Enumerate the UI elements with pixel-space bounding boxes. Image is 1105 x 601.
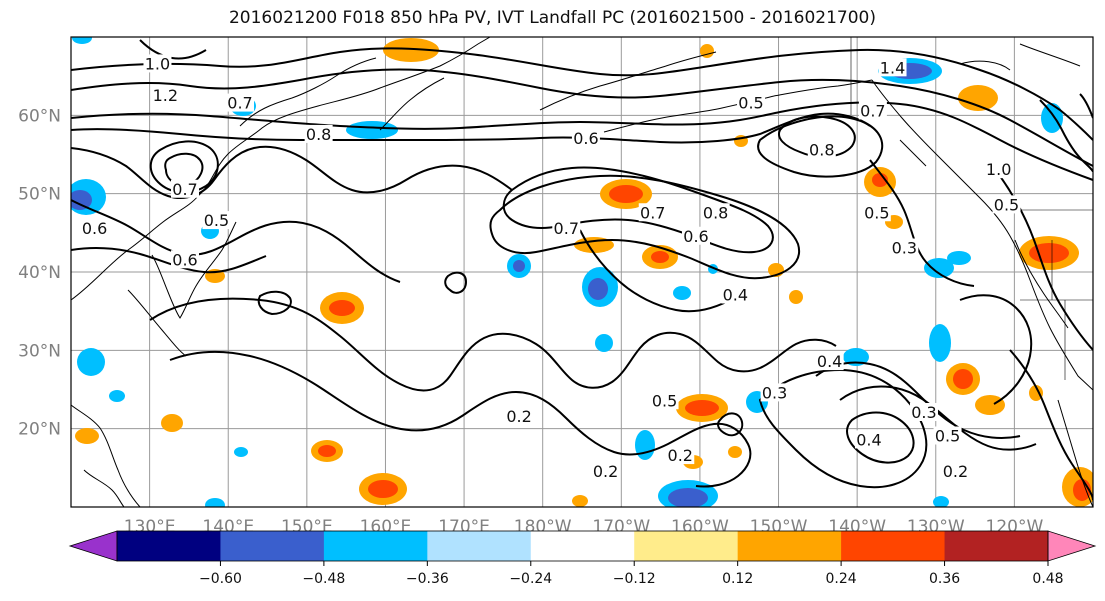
contour-label: 0.7 — [640, 203, 665, 222]
contour-label-backdrop — [858, 101, 887, 120]
contour-label-backdrop — [650, 391, 679, 410]
contour-label: 0.6 — [82, 219, 107, 238]
contour-label: 0.5 — [652, 391, 677, 410]
latitude-label: 40°N — [18, 263, 61, 283]
contour-label-backdrop — [909, 403, 938, 421]
contour-label-backdrop — [807, 140, 836, 159]
colorbar-segment — [634, 531, 739, 561]
contour-label: 0.2 — [593, 462, 618, 481]
colorbar-frame — [116, 530, 1049, 562]
contour-label-backdrop — [226, 93, 255, 112]
latitude-label: 20°N — [18, 420, 61, 440]
contour-label-backdrop — [760, 383, 789, 402]
colorbar-tick-label: −0.12 — [613, 571, 656, 587]
coastlines — [71, 37, 1093, 507]
contour-label: 1.0 — [986, 160, 1011, 179]
colorbar-segment — [220, 531, 325, 561]
contour-labels: 1.0 1.2 0.7 0.8 0.7 0.6 0.5 0.6 0.6 0.7 0.7 0.8 0.6 0… — [80, 54, 1021, 481]
contour-label: 0.2 — [506, 407, 531, 426]
contour-label-backdrop — [151, 85, 180, 104]
contour-label-backdrop — [591, 461, 620, 480]
contour-label: 0.5 — [935, 427, 960, 446]
colorbar-segment — [323, 531, 428, 561]
contour-label-backdrop — [571, 128, 600, 147]
contour-label-backdrop — [701, 203, 730, 222]
colorbar: −0.60 −0.48 −0.36 −0.24 −0.12 0.12 0.24 0.36 0.4… — [68, 530, 1097, 587]
contour-label-backdrop — [933, 426, 962, 445]
colorbar-tick-label: −0.24 — [509, 571, 552, 587]
contour-label: 0.7 — [554, 219, 579, 238]
contour-label-backdrop — [862, 203, 891, 222]
colorbar-extend-max — [1047, 530, 1097, 562]
contour-label: 0.7 — [172, 180, 197, 199]
contour-label: 0.8 — [703, 203, 728, 222]
contour-label-backdrop — [984, 160, 1013, 179]
contour-label-backdrop — [890, 238, 919, 257]
pv-anomaly-shading — [71, 37, 1093, 507]
colorbar-tick-label: 0.36 — [929, 571, 960, 587]
contour-label-backdrop — [505, 406, 534, 425]
map-frame — [70, 36, 1094, 508]
colorbar-tick-label: 0.12 — [722, 571, 753, 587]
contour-label: 0.5 — [204, 211, 229, 230]
contour-label: 0.6 — [573, 129, 598, 148]
contour-label-backdrop — [721, 285, 750, 304]
contour-label-backdrop — [666, 446, 695, 465]
colorbar-segment — [841, 531, 946, 561]
contour-label-backdrop — [552, 218, 581, 237]
colorbar-extend-min — [68, 530, 118, 562]
contour-label: 0.6 — [683, 227, 708, 246]
contour-label-backdrop — [170, 179, 199, 198]
colorbar-tick-label: 0.48 — [1032, 571, 1063, 587]
colorbar-segment — [944, 531, 1049, 561]
contour-label: 0.3 — [911, 403, 936, 422]
contour-label: 0.3 — [892, 239, 917, 258]
contour-label: 0.3 — [762, 383, 787, 402]
contour-label: 0.5 — [864, 203, 889, 222]
map-title: 2016021200 F018 850 hPa PV, IVT Landfall… — [228, 8, 876, 28]
contour-label: 1.4 — [880, 58, 905, 77]
contour-label-backdrop — [815, 352, 844, 371]
contour-label: 0.2 — [943, 462, 968, 481]
contour-label: 0.8 — [306, 125, 331, 144]
colorbar-segment — [427, 531, 532, 561]
contour-label: 0.8 — [809, 141, 834, 160]
contour-label: 1.2 — [153, 86, 178, 105]
contour-label: 0.4 — [817, 352, 842, 371]
contour-label-backdrop — [638, 203, 667, 222]
colorbar-segment — [117, 531, 221, 561]
contour-label-backdrop — [170, 250, 199, 269]
contour-label-backdrop — [202, 211, 231, 230]
contour-label: 1.0 — [145, 54, 170, 73]
colorbar-tick-label: −0.60 — [199, 571, 242, 587]
contour-label-backdrop — [80, 218, 109, 237]
contour-label: 0.4 — [856, 430, 881, 449]
contour-label-backdrop — [143, 54, 172, 73]
contour-label: 0.4 — [723, 286, 748, 305]
contour-label: 0.7 — [860, 101, 885, 120]
colorbar-segment — [530, 531, 635, 561]
contour-label: 0.6 — [172, 250, 197, 269]
colorbar-tick-label: −0.48 — [302, 571, 345, 587]
contour-label-backdrop — [304, 124, 333, 143]
colorbar-tick-label: −0.36 — [406, 571, 449, 587]
contour-label: 0.2 — [668, 446, 693, 465]
contour-label-backdrop — [992, 195, 1021, 214]
contour-label: 0.7 — [227, 94, 252, 113]
contour-label-backdrop — [941, 461, 970, 480]
contour-label-backdrop — [854, 430, 883, 449]
contour-label-backdrop — [681, 226, 710, 245]
latitude-labels: 20°N 30°N 40°N 50°N 60°N — [18, 106, 61, 439]
contour-label-backdrop — [878, 58, 907, 77]
contour-label-backdrop — [737, 93, 766, 112]
contour-label: 0.5 — [994, 195, 1019, 214]
latitude-label: 30°N — [18, 341, 61, 361]
latitude-label: 50°N — [18, 185, 61, 205]
contour-label: 0.5 — [738, 94, 763, 113]
positive-anomaly — [75, 38, 1093, 507]
colorbar-segment — [737, 531, 842, 561]
colorbar-tick-label: 0.24 — [826, 571, 857, 587]
latitude-label: 60°N — [18, 106, 61, 126]
